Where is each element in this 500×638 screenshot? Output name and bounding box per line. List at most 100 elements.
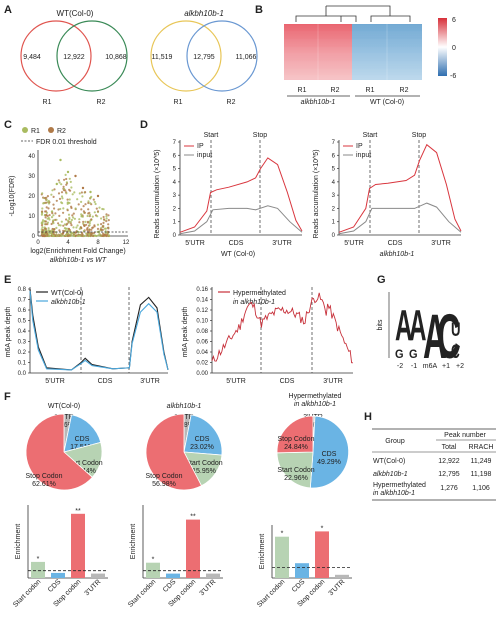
heatmap-dendrogram-right [326,5,411,22]
bar-ylabel: Enrichment [15,524,22,559]
scatter-point [107,214,110,217]
scatter-point [42,233,45,236]
pie-slice-pct: 23.02% [190,444,214,451]
scatter-point [52,222,55,225]
peak-depth-1-mutant-line [29,291,169,371]
scatter-point [60,191,64,194]
scatter-point [46,217,49,220]
scatter-point [80,200,83,203]
scatter-point [93,224,96,227]
scatter-ytick-10: 10 [28,214,35,220]
scatter-point [45,201,48,204]
scatter-point [77,231,80,234]
logo-pos-5: +2 [456,363,464,370]
scatter-point [108,234,111,237]
logo-letter-g-2: G [409,349,418,362]
ytick-label: 0.0 [18,371,27,377]
scatter-point [52,203,55,206]
scatter-point [97,234,100,237]
scatter-point [96,223,100,226]
ytick-label: 3 [332,193,336,199]
scatter-point [80,208,83,211]
scatter-point [70,205,73,208]
bar [91,573,105,578]
scatter-point [106,226,110,229]
scatter-point [62,224,65,227]
scatter-point [59,207,62,211]
bar-category-label: 3'UTR [328,578,347,597]
scatter-point [80,214,83,217]
scatter-point [51,212,54,215]
scatter-point [47,199,50,203]
scatter-point [101,228,104,231]
scatter-point [70,234,73,237]
scatter-point [84,203,87,206]
bar-category-label: CDS [162,578,178,594]
metagene-wt-region-5utr: 5'UTR [185,240,205,247]
scatter-point [89,196,92,200]
venn-wt-title: WT(Col-0) [57,9,94,18]
ytick-label: 0 [173,233,177,239]
scatter-point [78,234,81,237]
scatter-point [92,198,95,201]
scatter-point [84,191,87,194]
scatter-point [44,220,48,223]
metagene-wt-ylabel: Reads accumulation (×10^5) [154,149,161,238]
scatter-point [53,230,56,233]
metagene-wt-ip-line [179,157,303,233]
peak-depth-1-legend-wt: WT(Col-0) [51,290,83,297]
venn-wt-circle-r2 [56,20,128,92]
ytick-label: 0.8 [18,287,27,293]
logo-pos-3: m6A [423,363,438,370]
pie-slice-pct: 56.98% [152,481,176,488]
pie-slice-label: Stop Codon [278,436,315,443]
scatter-point [76,224,79,227]
pie-slice-label: CDS [195,436,210,443]
scatter-point [57,208,60,211]
heatmap-dendrogram-left [295,6,357,22]
peak-table: Group Peak number Total RRACH WT(Col-0) … [372,428,496,501]
scatter-point [107,219,110,222]
bar-significance: * [281,531,284,538]
table-col-rrach: RRACH [469,444,494,451]
scatter-point [88,233,91,236]
logo-letter-c-2: C [451,341,460,363]
scatter-ytick-30: 30 [28,174,35,180]
pie-slice [145,413,202,491]
ytick-label: 5 [332,167,336,173]
heatmap-col-1: R1 [298,87,307,94]
scatter-point [45,214,48,217]
pie-slice [309,415,350,489]
scatter-point [78,227,81,230]
scatter-plot: R1 R2 FDR 0.01 threshold 0 10 20 30 40 0… [9,127,130,264]
scatter-point [55,182,58,186]
ytick-label: 0.1 [18,361,27,367]
ytick-label: 6 [332,153,336,159]
table-row-3-rrach: 1,106 [472,485,490,492]
table-row-2-total: 12,795 [438,471,460,478]
scatter-legend-threshold: FDR 0.01 threshold [36,139,97,146]
pie-slice-label: Start Codon [277,467,314,474]
scatter-point [96,227,100,230]
scatter-point [44,229,47,232]
scatter-point [101,234,104,237]
scatter-point [70,224,73,227]
scatter-point [101,225,104,228]
ytick-label: 0.06 [196,340,208,346]
scatter-point [44,227,47,230]
venn-mutant-circle-r1 [150,20,222,92]
scatter-point [81,233,84,236]
ytick-label: 0.04 [196,350,208,356]
scatter-point [82,210,85,213]
scatter-point [86,234,89,237]
scatter-point [87,200,90,203]
table-row-3-group: Hypermethylated [373,482,426,489]
venn-mutant-circle-r2 [186,20,258,92]
heatmap-color-legend [438,18,447,76]
scatter-point [90,228,93,231]
heatmap-legend-mid: 0 [452,45,456,52]
scatter-point [72,226,75,229]
bar [335,574,349,578]
